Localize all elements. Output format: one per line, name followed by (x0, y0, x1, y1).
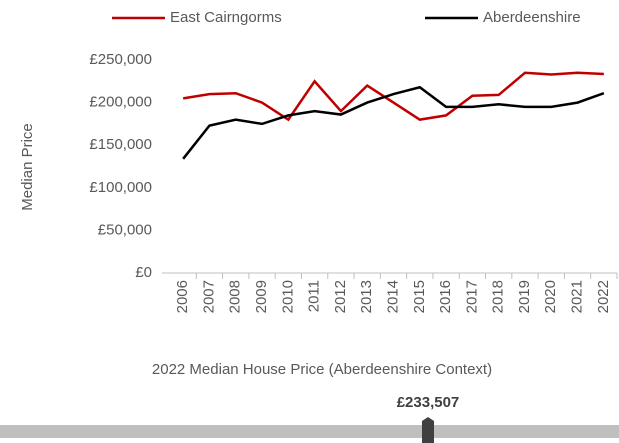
y-tick-label: £50,000 (98, 221, 152, 238)
x-tick-label: 2010 (279, 280, 296, 313)
x-tick-label: 2009 (253, 280, 270, 313)
y-tick-label: £0 (135, 264, 152, 281)
x-tick-label: 2017 (463, 280, 480, 313)
x-tick-label: 2020 (542, 280, 559, 313)
x-tick-label: 2008 (227, 280, 244, 313)
indicator-title: 2022 Median House Price (Aberdeenshire C… (152, 361, 492, 378)
indicator-track (0, 425, 619, 438)
x-tick-label: 2019 (516, 280, 533, 313)
series-line (182, 85, 605, 160)
y-tick-label: £200,000 (89, 94, 152, 111)
legend-label: Aberdeenshire (483, 9, 581, 26)
y-tick-label: £100,000 (89, 179, 152, 196)
x-tick-label: 2014 (384, 280, 401, 313)
y-tick-label: £150,000 (89, 136, 152, 153)
x-tick-label: 2006 (174, 280, 191, 313)
y-tick-label: £250,000 (89, 51, 152, 68)
indicator-marker (422, 417, 434, 443)
x-tick-label: 2012 (332, 280, 349, 313)
series-line (182, 71, 604, 122)
x-tick-label: 2018 (490, 280, 507, 313)
x-tick-label: 2015 (411, 280, 428, 313)
x-tick-label: 2016 (437, 280, 454, 313)
x-tick-label: 2011 (306, 280, 323, 312)
legend-label: East Cairngorms (170, 9, 282, 26)
x-tick-label: 2022 (595, 280, 612, 313)
x-tick-label: 2021 (569, 280, 586, 313)
y-axis-label: Median Price (19, 123, 36, 211)
x-tick-label: 2013 (358, 280, 375, 313)
x-tick-label: 2007 (200, 280, 217, 313)
indicator-value-label: £233,507 (397, 394, 460, 411)
